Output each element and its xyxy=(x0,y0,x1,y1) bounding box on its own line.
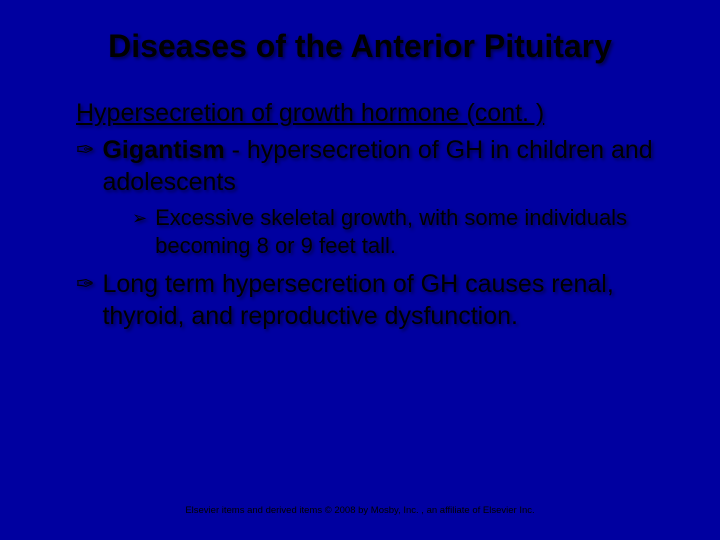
bullet-rest: Long term hypersecretion of GH causes re… xyxy=(102,270,613,330)
copyright-footer: Elsevier items and derived items © 2008 … xyxy=(0,505,720,516)
pen-bullet-icon: ✑ xyxy=(76,268,94,300)
bullet-bold-lead: Gigantism xyxy=(102,136,224,164)
slide-subtitle: Hypersecretion of growth hormone (cont. … xyxy=(76,99,660,128)
arrow-bullet-icon: ➢ xyxy=(132,204,147,232)
sub-bullet-text: Excessive skeletal growth, with some ind… xyxy=(155,204,660,260)
bullet-item: ✑ Gigantism - hypersecretion of GH in ch… xyxy=(76,134,660,198)
slide-title: Diseases of the Anterior Pituitary xyxy=(60,28,660,65)
bullet-text: Gigantism - hypersecretion of GH in chil… xyxy=(102,134,660,198)
slide: Diseases of the Anterior Pituitary Hyper… xyxy=(0,0,720,540)
sub-bullet-item: ➢ Excessive skeletal growth, with some i… xyxy=(132,204,660,260)
bullet-text: Long term hypersecretion of GH causes re… xyxy=(102,268,660,332)
bullet-item: ✑ Long term hypersecretion of GH causes … xyxy=(76,268,660,332)
pen-bullet-icon: ✑ xyxy=(76,134,94,166)
